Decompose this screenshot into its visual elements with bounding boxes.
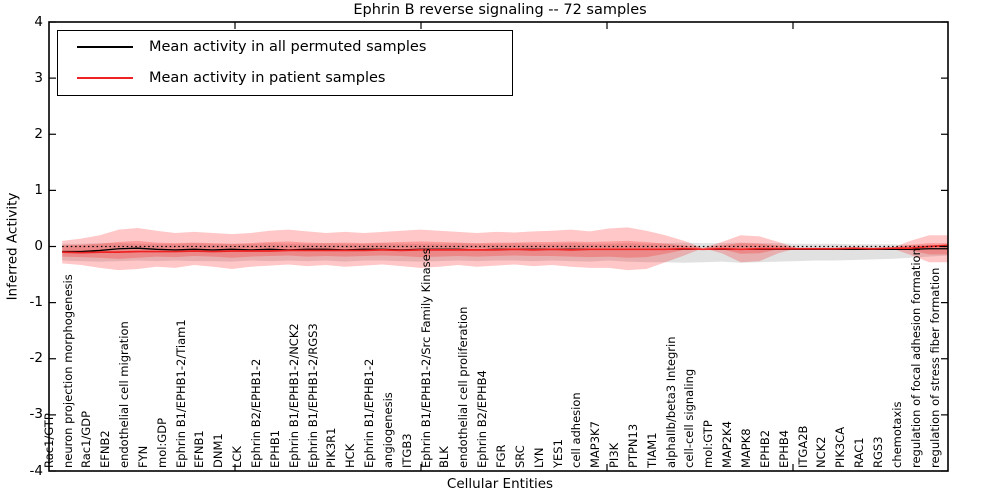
x-axis-label: Cellular Entities — [446, 476, 554, 492]
x-tick-label: Ephrin B1/EPHB1-2/RGS3 — [305, 323, 320, 468]
legend-label-permuted: Mean activity in all permuted samples — [149, 38, 427, 55]
x-tick-label: RGS3 — [870, 436, 885, 468]
x-tick-label: endothelial cell proliferation — [456, 306, 471, 468]
x-tick-label: Rac1/GTP — [41, 413, 56, 468]
x-tick-label: EPHB2 — [757, 429, 772, 468]
x-tick-label: alphaIIb/beta3 Integrin — [663, 336, 678, 468]
legend-entry-patient: Mean activity in patient samples — [58, 62, 512, 93]
x-tick-label: RAC1 — [852, 437, 867, 468]
x-tick-label: regulation of stress fiber formation — [927, 267, 942, 468]
x-tick-label: mol:GDP — [154, 417, 169, 468]
x-tick-label: EFNB1 — [192, 430, 207, 468]
x-tick-label: chemotaxis — [889, 401, 904, 468]
x-tick-label: MAP2K4 — [720, 421, 735, 468]
y-tick-label: 2 — [34, 125, 43, 142]
patient-line-swatch-icon — [77, 76, 133, 79]
y-tick-label: -1 — [29, 294, 43, 311]
x-tick-label: TIAM1 — [644, 432, 659, 468]
x-tick-label: MAPK8 — [739, 428, 754, 468]
x-tick-label: cell adhesion — [569, 392, 584, 468]
x-tick-label: NCK2 — [814, 436, 829, 469]
axis-spines — [48, 21, 949, 472]
x-tick-label: Rac1/GDP — [79, 410, 94, 468]
x-tick-label: mol:GTP — [701, 420, 716, 468]
x-tick-label: EPHB4 — [776, 429, 791, 468]
legend-label-patient: Mean activity in patient samples — [149, 69, 386, 86]
x-tick-label: Ephrin B2/EPHB4 — [475, 370, 490, 468]
permuted-line-swatch-icon — [77, 45, 133, 48]
y-tick-label: -2 — [29, 350, 43, 367]
chart-title: Ephrin B reverse signaling -- 72 samples — [353, 2, 647, 18]
y-tick-label: -3 — [29, 406, 43, 423]
band-permuted-activity-range — [62, 242, 948, 263]
legend-entry-permuted: Mean activity in all permuted samples — [58, 31, 512, 62]
legend: Mean activity in all permuted samples Me… — [57, 30, 513, 96]
x-tick-label: EPHB1 — [267, 429, 282, 468]
x-tick-label: Ephrin B1/EPHB1-2 — [362, 358, 377, 468]
x-tick-label: cell-cell signaling — [682, 368, 697, 468]
x-tick-label: PI3K — [607, 442, 622, 468]
x-tick-label: FYN — [135, 445, 150, 468]
x-tick-label: PIK3CA — [833, 426, 848, 468]
x-tick-label: MAP3K7 — [588, 421, 603, 468]
y-tick-label: 0 — [34, 238, 43, 254]
y-tick-label: -4 — [29, 462, 43, 479]
x-tick-label: PTPN13 — [625, 423, 640, 468]
line-series-1 — [62, 244, 949, 254]
x-tick-label: DNM1 — [211, 433, 226, 468]
x-tick-label: ITGB3 — [399, 433, 414, 468]
x-tick-label: PIK3R1 — [324, 427, 339, 469]
y-tick-label: 3 — [34, 69, 43, 86]
x-tick-label: ITGA2B — [795, 425, 810, 468]
x-tick-label: LYN — [531, 447, 546, 468]
x-tick-label: endothelial cell migration — [117, 321, 132, 468]
x-tick-label: Ephrin B2/EPHB1-2 — [249, 358, 263, 468]
x-tick-label: Ephrin B1/EPHB1-2/NCK2 — [286, 323, 301, 468]
x-tick-label: YES1 — [550, 439, 565, 468]
x-tick-label: HCK — [343, 443, 358, 468]
y-tick-label: 1 — [34, 181, 43, 198]
x-tick-label: LCK — [230, 446, 245, 468]
x-tick-label: SRC — [512, 445, 527, 468]
x-tick-label: Ephrin B1/EPHB1-2/Src Family Kinases — [418, 248, 433, 468]
x-tick-label: Ephrin B1/EPHB1-2/Tiam1 — [173, 319, 188, 468]
x-tick-label: neuron projection morphogenesis — [60, 274, 75, 468]
x-tick-label: angiogenesis — [380, 392, 395, 468]
y-tick-label: 4 — [34, 13, 43, 30]
x-tick-label: EFNB2 — [98, 430, 113, 468]
x-tick-label: regulation of focal adhesion formation — [908, 248, 923, 468]
x-tick-label: FGR — [494, 444, 509, 468]
x-tick-label: BLK — [437, 446, 452, 468]
